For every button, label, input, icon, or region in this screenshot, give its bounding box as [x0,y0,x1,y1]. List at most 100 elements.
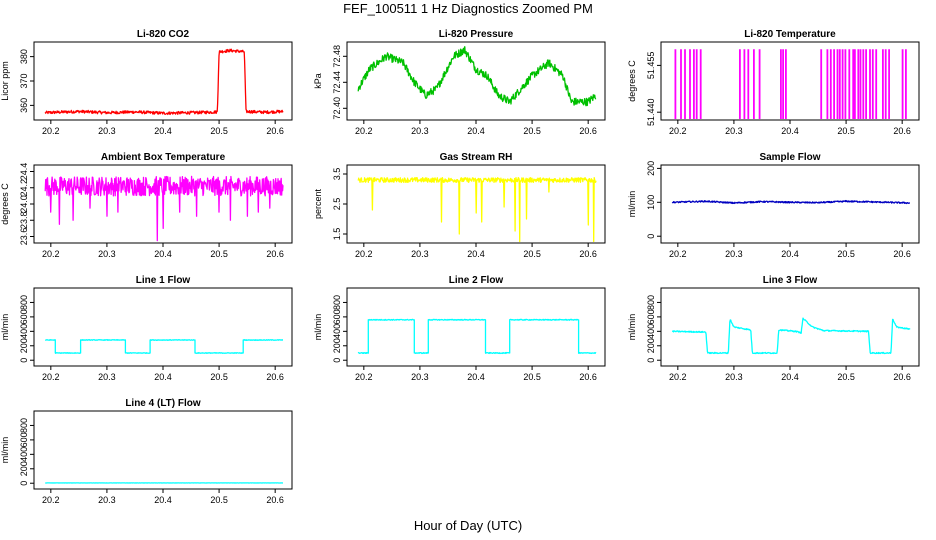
y-tick-label: 51.440 [646,98,656,126]
x-tick-label: 20.2 [355,126,373,136]
y-tick-label: 0 [332,358,342,363]
panel-3: Ambient Box Temperature 20.2 20.3 20.4 20.5 2… [0,152,293,259]
series-line [44,48,284,116]
x-tick-label: 20.6 [893,249,911,259]
y-tick-label: 0 [19,358,29,363]
plot-frame [346,41,606,121]
y-tick-label: 23.6 [19,228,29,246]
y-tick-label: 800 [19,295,29,310]
y-axis-label: ml/min [627,191,637,218]
x-tick-label: 20.3 [98,372,116,382]
x-tick-label: 20.4 [781,126,799,136]
y-tick-label: 24.2 [19,179,29,197]
y-tick-label: 23.8 [19,211,29,229]
x-tick-label: 20.3 [411,126,429,136]
panel-title: Line 1 Flow [136,275,191,286]
x-tick-label: 20.5 [523,126,541,136]
y-tick-label: 200 [646,338,656,353]
x-tick-label: 20.4 [467,249,485,259]
x-tick-label: 20.2 [355,249,373,259]
panel-title: Li-820 Temperature [744,29,836,40]
panel-7: Line 2 Flow 20.2 20.3 20.4 20.5 20.6 0 20040060… [313,275,606,382]
y-tick-label: 600 [19,309,29,324]
series-line [44,339,284,354]
y-tick-label: 370 [19,73,29,88]
x-tick-label: 20.2 [669,249,687,259]
panel-0: Li-820 CO2 20.2 20.3 20.4 20.5 20.6 360 370 380 L… [0,29,293,136]
panel-9: Line 4 (LT) Flow 20.2 20.3 20.4 20.5 20.6 0 200… [0,398,293,505]
panel-title: Ambient Box Temperature [101,152,226,163]
panel-title: Sample Flow [759,152,820,163]
y-tick-label: 200 [19,461,29,476]
panel-title: Li-820 Pressure [439,29,514,40]
plot-frame [660,41,920,121]
y-tick-label: 400 [646,324,656,339]
y-axis-label: ml/min [0,437,10,464]
panel-6: Line 1 Flow 20.2 20.3 20.4 20.5 20.6 0 20040060… [0,275,293,382]
x-tick-label: 20.4 [154,126,172,136]
x-tick-label: 20.6 [893,372,911,382]
x-tick-label: 20.5 [523,249,541,259]
y-tick-label: 0 [646,234,656,239]
x-tick-label: 20.5 [523,372,541,382]
y-tick-label: 24.4 [19,163,29,181]
y-tick-label: 200 [332,338,342,353]
x-tick-label: 20.3 [725,249,743,259]
y-axis-label: degrees C [0,183,10,225]
series-line [357,46,597,107]
panel-1: Li-820 Pressure 20.2 20.3 20.4 20.5 20.6 72.40… [313,29,606,136]
x-tick-label: 20.6 [579,126,597,136]
panel-title: Line 2 Flow [449,275,504,286]
x-tick-label: 20.3 [98,495,116,505]
x-tick-label: 20.3 [725,126,743,136]
x-axis-title: Hour of Day (UTC) [413,518,523,533]
panel-title: Line 3 Flow [763,275,818,286]
y-tick-label: 380 [19,49,29,64]
series-line [671,199,911,205]
y-tick-label: 100 [646,195,656,210]
x-tick-label: 20.3 [411,372,429,382]
x-tick-label: 20.6 [266,126,284,136]
x-tick-label: 20.2 [42,126,60,136]
plot-frame [660,287,920,367]
x-tick-label: 20.2 [42,495,60,505]
x-tick-label: 20.3 [98,126,116,136]
y-tick-label: 24.0 [19,195,29,213]
x-tick-label: 20.5 [837,372,855,382]
y-axis-label: percent [313,188,323,219]
y-tick-label: 600 [19,432,29,447]
y-tick-label: 600 [646,309,656,324]
y-tick-label: 1.5 [332,228,342,241]
plot-frame [660,164,920,244]
x-tick-label: 20.5 [210,372,228,382]
panel-title: Li-820 CO2 [137,29,190,40]
x-tick-label: 20.6 [579,372,597,382]
series-line [357,176,597,242]
series-line [671,317,911,355]
y-tick-label: 0 [646,358,656,363]
x-tick-label: 20.4 [154,372,172,382]
y-axis-label: ml/min [313,314,323,341]
y-tick-label: 72.44 [332,71,342,94]
plot-frame [33,287,293,367]
y-tick-label: 200 [19,338,29,353]
x-tick-label: 20.4 [154,495,172,505]
panel-title: Gas Stream RH [440,152,513,163]
x-tick-label: 20.4 [467,372,485,382]
x-tick-label: 20.6 [266,372,284,382]
x-tick-label: 20.3 [411,249,429,259]
x-tick-label: 20.6 [266,495,284,505]
x-tick-label: 20.6 [266,249,284,259]
x-tick-label: 20.3 [725,372,743,382]
x-tick-label: 20.2 [669,372,687,382]
x-tick-label: 20.2 [42,372,60,382]
x-tick-label: 20.4 [781,249,799,259]
y-tick-label: 400 [19,447,29,462]
y-tick-label: 800 [332,295,342,310]
x-tick-label: 20.4 [781,372,799,382]
y-tick-label: 0 [19,481,29,486]
series-line [357,318,597,355]
panel-2: Li-820 Temperature 20.2 20.3 20.4 20.5 20.6 51… [627,29,920,136]
x-tick-label: 20.2 [42,249,60,259]
